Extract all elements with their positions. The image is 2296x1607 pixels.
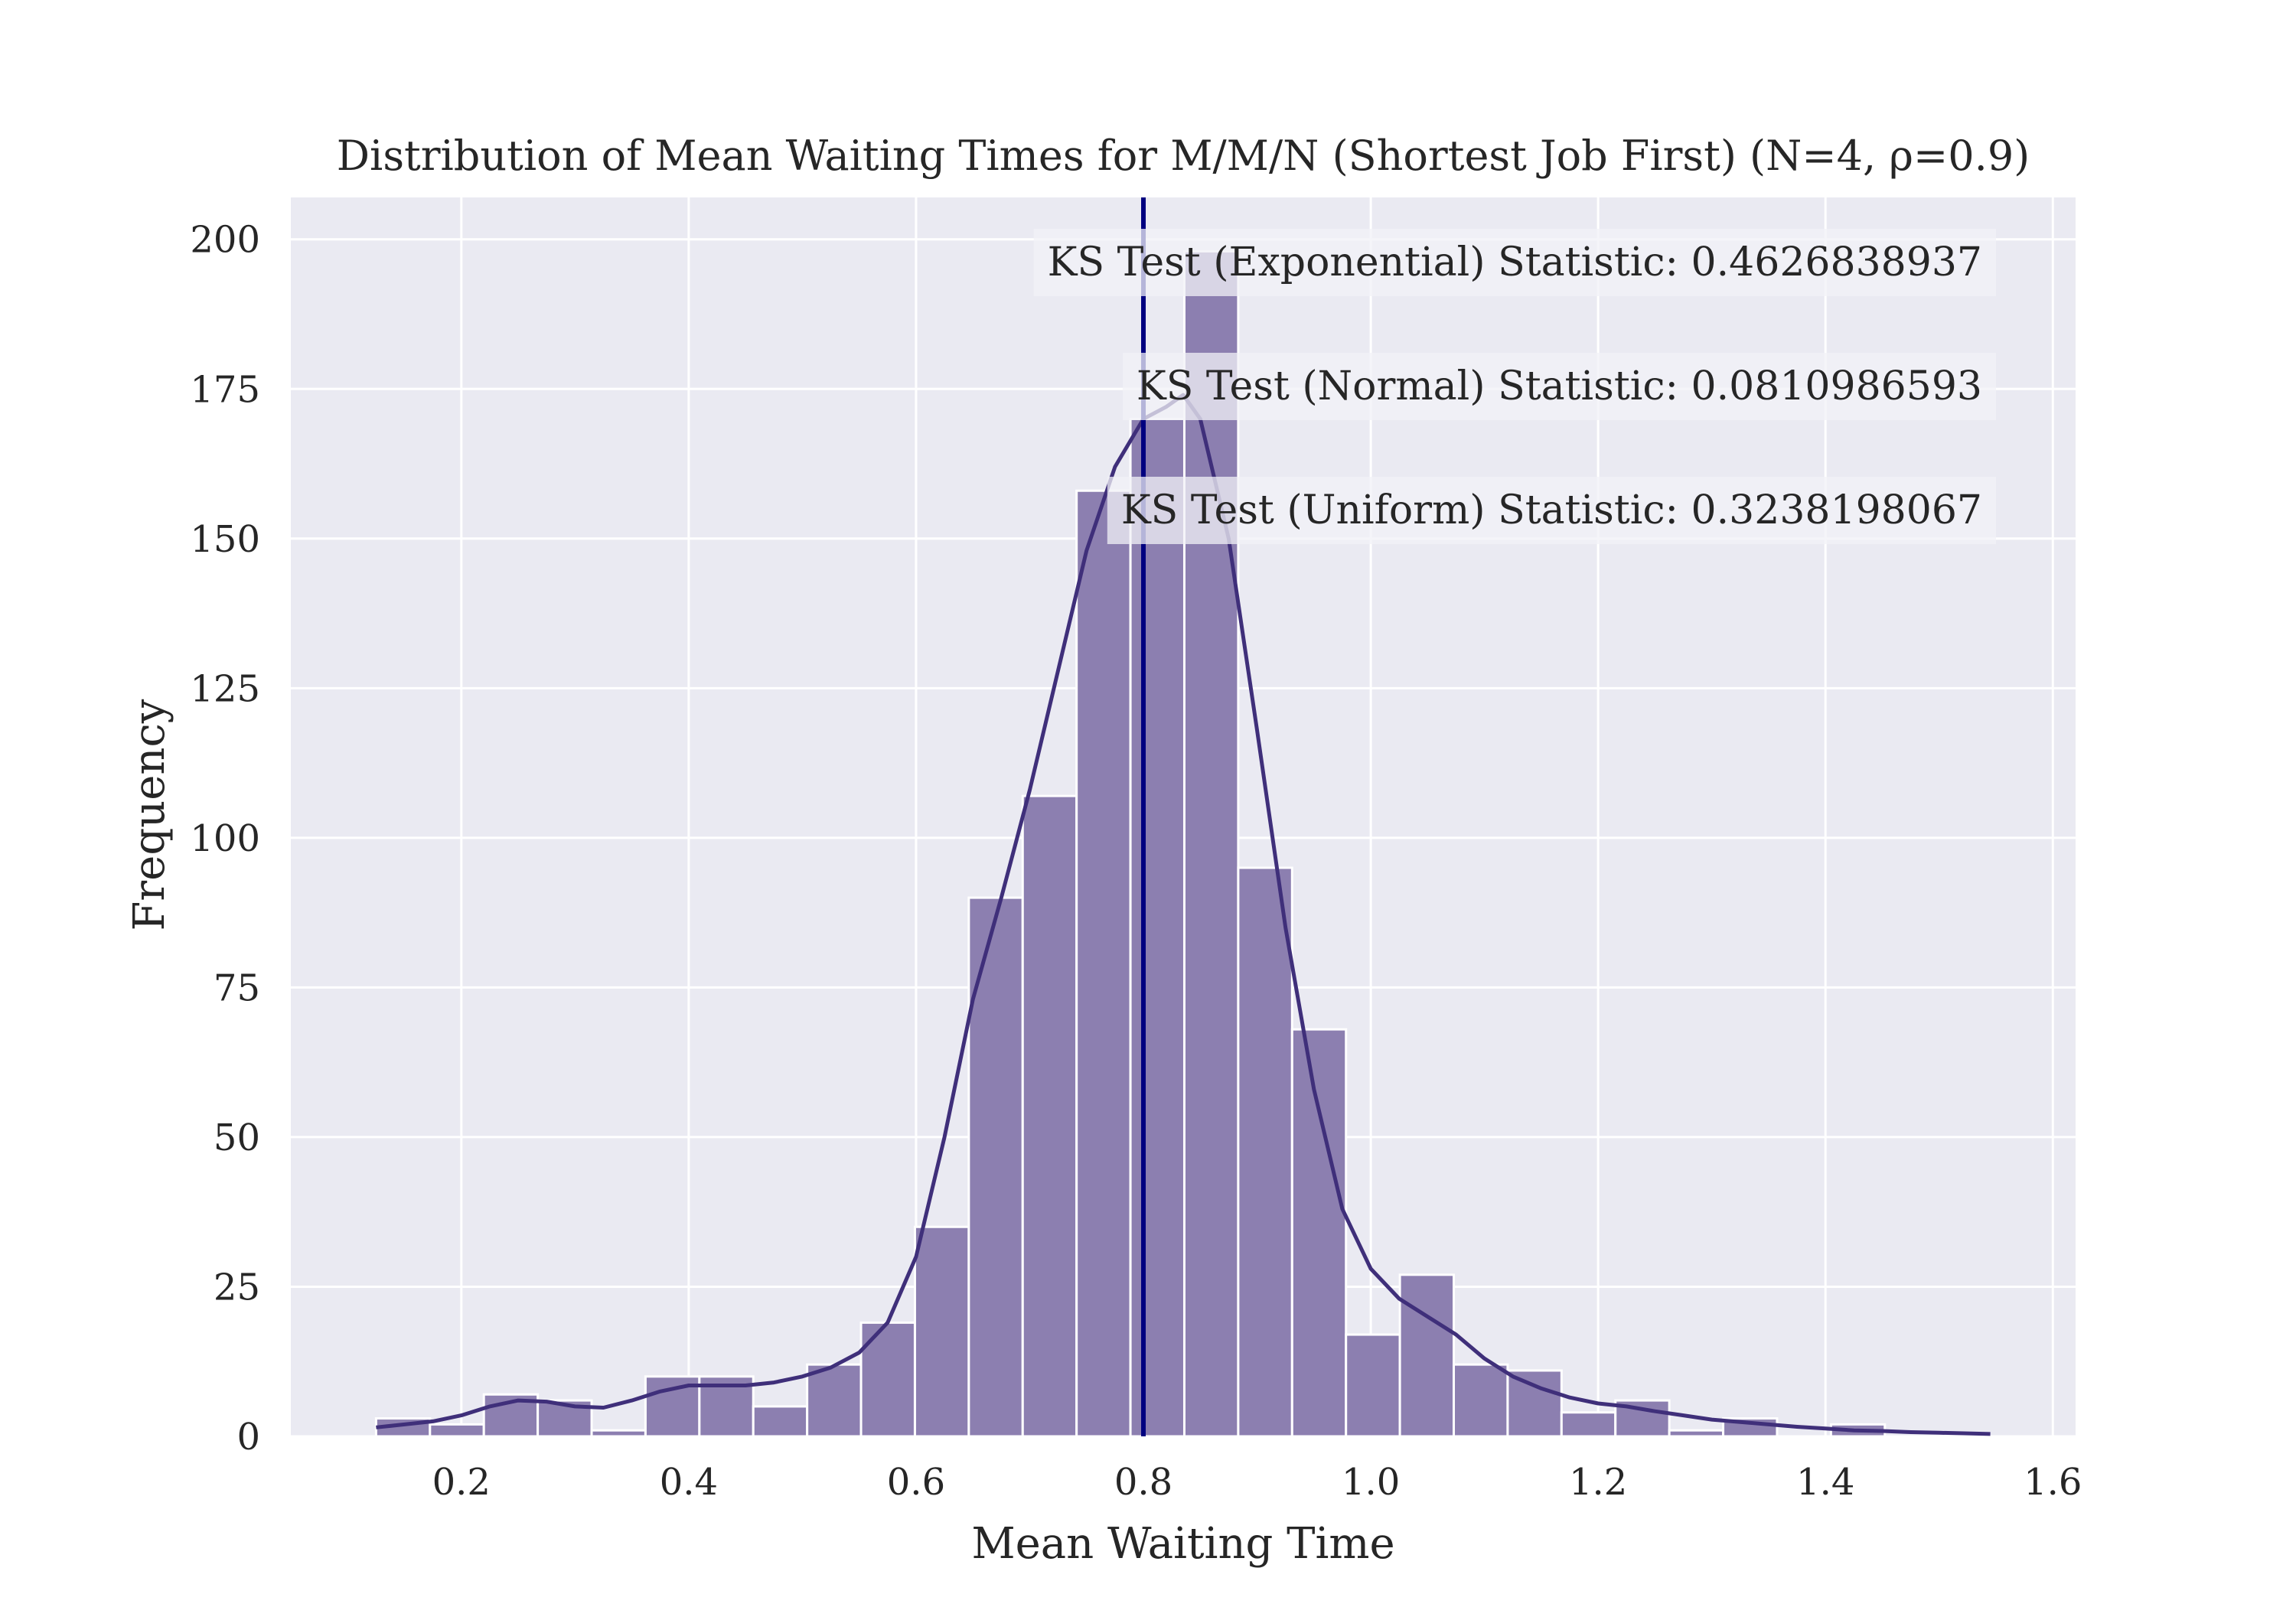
chart-title: Distribution of Mean Waiting Times for M… — [337, 132, 2030, 180]
ks-annotation-box — [1033, 229, 1996, 296]
ks-annotation-box — [1107, 477, 1996, 544]
y-tick-label: 125 — [190, 667, 260, 710]
histogram-bar — [1560, 1411, 1617, 1438]
histogram-bar — [1290, 1028, 1348, 1438]
y-tick-label: 100 — [190, 817, 260, 860]
histogram-bar — [1075, 489, 1132, 1438]
y-tick-label: 75 — [214, 966, 260, 1009]
histogram-bar — [1182, 249, 1240, 1438]
histogram-bar — [752, 1405, 809, 1438]
histogram-bar — [1129, 417, 1186, 1438]
histogram-bar — [1345, 1333, 1401, 1438]
x-tick-label: 1.4 — [1796, 1461, 1854, 1504]
histogram-bar — [1453, 1363, 1509, 1438]
y-tick-label: 0 — [236, 1416, 260, 1459]
x-tick-label: 1.2 — [1569, 1461, 1627, 1504]
ks-annotation: KS Test (Normal) Statistic: 0.0810986593 — [1137, 363, 1982, 409]
x-tick-label: 0.4 — [660, 1461, 718, 1504]
x-tick-label: 1.6 — [2024, 1461, 2082, 1504]
ks-annotation: KS Test (Uniform) Statistic: 0.323819806… — [1121, 487, 1982, 533]
axis-ticks: 0.2 0.4 0.6 0.8 1.0 1.2 1.4 1.6 0 25 50 75 100 125 150… — [190, 219, 2082, 1504]
histogram-bar — [1237, 866, 1293, 1438]
y-axis-label: Frequency — [125, 699, 174, 931]
x-axis-label: Mean Waiting Time — [971, 1519, 1394, 1569]
x-tick-label: 0.8 — [1114, 1461, 1172, 1504]
histogram-bar — [1021, 794, 1078, 1438]
y-tick-label: 175 — [190, 368, 260, 411]
histogram-bar — [429, 1423, 485, 1438]
x-tick-label: 0.6 — [887, 1461, 945, 1504]
y-tick-label: 200 — [190, 219, 260, 262]
histogram-bar — [806, 1363, 863, 1438]
y-tick-label: 25 — [214, 1266, 260, 1309]
histogram-bar — [1506, 1369, 1563, 1438]
x-tick-label: 1.0 — [1342, 1461, 1400, 1504]
histogram-bar — [1668, 1429, 1725, 1438]
ks-annotation: KS Test (Exponential) Statistic: 0.46268… — [1048, 240, 1982, 285]
y-tick-label: 150 — [190, 518, 260, 561]
histogram-bar — [913, 1225, 970, 1438]
ks-annotation-box — [1122, 353, 1996, 420]
y-tick-label: 50 — [214, 1116, 260, 1159]
histogram-bar — [1398, 1273, 1456, 1438]
histogram-bar — [590, 1429, 647, 1438]
x-tick-label: 0.2 — [432, 1461, 491, 1504]
ks-annotations: KS Test (Exponential) Statistic: 0.46268… — [1033, 229, 1996, 544]
